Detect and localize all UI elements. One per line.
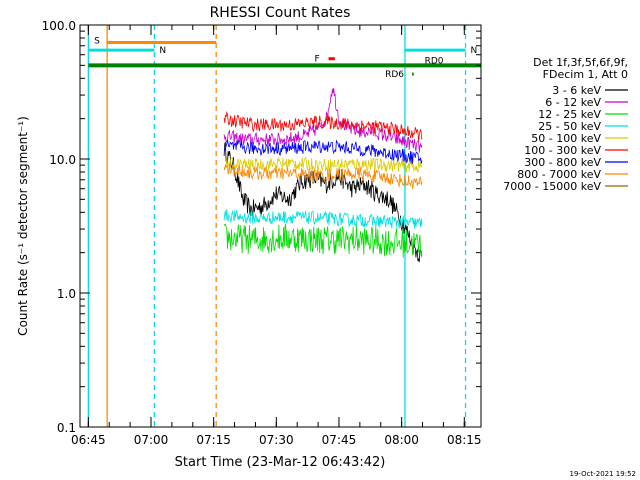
- flag-label-f-4: F: [315, 55, 320, 65]
- x-tick-label: 08:00: [384, 433, 419, 447]
- flag-label-rd0-3: RD0: [425, 56, 444, 66]
- series-line-0: [223, 141, 423, 263]
- y-axis: 0.1 1.0 10.0 100.0: [42, 19, 481, 435]
- x-axis: 06:45 07:00 07:15 07:30 07:45 08:00 08:15: [71, 25, 482, 447]
- y-tick-label: 0.1: [57, 421, 76, 435]
- legend-label-1: 6 - 12 keV: [545, 96, 601, 109]
- x-tick-label: 07:15: [196, 433, 231, 447]
- plot-frame: [79, 24, 482, 428]
- flag-bars: S N N RD0 F RD6: [88, 37, 481, 80]
- series-line-5: [223, 110, 423, 142]
- x-tick-label: 06:45: [71, 433, 106, 447]
- vertical-marker-lines: [87, 25, 467, 427]
- flag-label-rd6-5: RD6: [385, 70, 404, 80]
- flag-label-s-0: S: [94, 37, 100, 47]
- legend-label-8: 7000 - 15000 keV: [503, 180, 601, 193]
- series-layer: [223, 87, 423, 263]
- chart-title: RHESSI Count Rates: [210, 5, 351, 21]
- x-tick-label: 08:15: [447, 433, 482, 447]
- legend-label-5: 100 - 300 keV: [524, 144, 601, 157]
- legend-label-6: 300 - 800 keV: [524, 156, 601, 169]
- x-tick-label: 07:30: [259, 433, 294, 447]
- flag-label-n-2: N: [471, 46, 478, 56]
- legend: Det 1f,3f,5f,6f,9f, FDecim 1, Att 0 3 - …: [503, 56, 628, 193]
- legend-label-7: 800 - 7000 keV: [517, 168, 601, 181]
- y-tick-label: 100.0: [42, 19, 76, 33]
- legend-header-line1: Det 1f,3f,5f,6f,9f,: [533, 56, 628, 69]
- series-line-6: [223, 139, 423, 164]
- y-axis-label: Count Rate (s⁻¹ detector segment⁻¹): [16, 116, 30, 336]
- legend-label-3: 25 - 50 keV: [538, 120, 601, 133]
- legend-label-2: 12 - 25 keV: [538, 108, 601, 121]
- series-line-3: [223, 209, 423, 229]
- footer-date: 19-Oct-2021 19:52: [570, 470, 636, 478]
- y-tick-label: 10.0: [49, 153, 76, 167]
- series-line-7: [223, 163, 423, 190]
- x-tick-label: 07:00: [134, 433, 169, 447]
- flag-label-n-1: N: [159, 46, 166, 56]
- series-line-2: [223, 223, 423, 258]
- x-axis-label: Start Time (23-Mar-12 06:43:42): [175, 455, 386, 470]
- legend-label-0: 3 - 6 keV: [552, 84, 601, 97]
- series-line-4: [223, 156, 423, 173]
- legend-header-line2: FDecim 1, Att 0: [543, 68, 628, 81]
- legend-label-4: 50 - 100 keV: [531, 132, 601, 145]
- y-tick-label: 1.0: [57, 287, 76, 301]
- x-tick-label: 07:45: [322, 433, 357, 447]
